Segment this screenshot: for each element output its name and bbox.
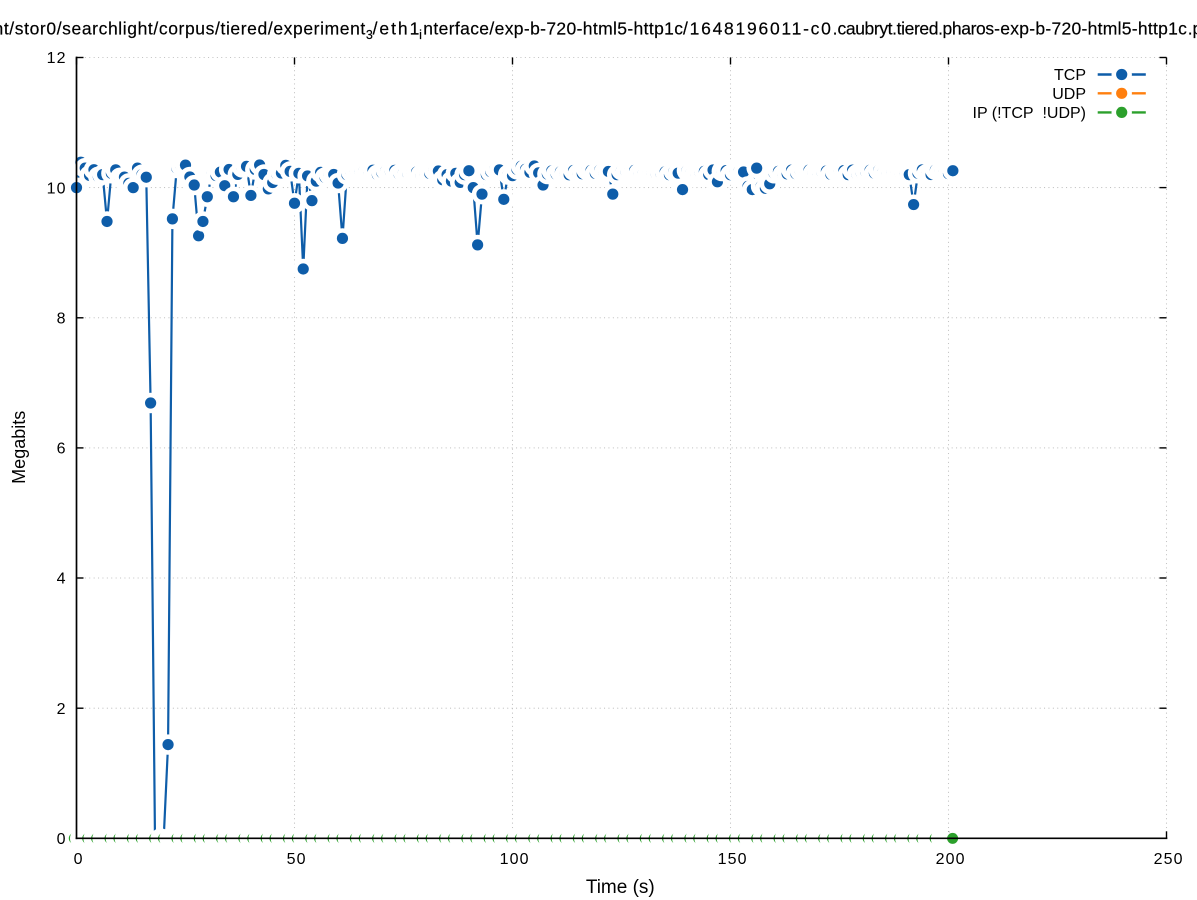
svg-text:250: 250 (1154, 851, 1184, 868)
svg-text:8: 8 (57, 311, 67, 328)
svg-text:caubryt.tiered.pharos: caubryt.tiered.pharos (838, 19, 995, 39)
svg-text:100: 100 (500, 851, 530, 868)
svg-text:200: 200 (936, 851, 966, 868)
svg-text:i: i (419, 28, 422, 42)
svg-text:6: 6 (57, 441, 67, 458)
svg-text:2: 2 (57, 701, 67, 718)
svg-text:UDP: UDP (1052, 86, 1086, 103)
svg-text:/eth1: /eth1 (373, 19, 420, 39)
svg-text:.pcap: .pcap (1188, 19, 1197, 39)
svg-text:150: 150 (718, 851, 748, 868)
svg-text:10: 10 (47, 180, 67, 197)
svg-text:4: 4 (57, 571, 67, 588)
svg-text:12: 12 (47, 50, 67, 67)
svg-text:-exp-b-720-html5-http1c: -exp-b-720-html5-http1c (994, 19, 1187, 39)
svg-text:0: 0 (57, 831, 67, 848)
svg-text:Time (s): Time (s) (586, 877, 655, 898)
svg-text:50: 50 (287, 851, 307, 868)
svg-text:IP (!TCP !UDP): IP (!TCP !UDP) (973, 105, 1087, 122)
svg-text:3: 3 (366, 28, 373, 42)
svg-text:Megabits: Megabits (9, 411, 29, 484)
svg-text:/1648196011-c0.: /1648196011-c0. (683, 19, 838, 39)
svg-text:TCP: TCP (1054, 67, 1086, 84)
svg-text:nt/stor0/searchlight/corpus/ti: nt/stor0/searchlight/corpus/tiered/exper… (0, 19, 365, 39)
svg-text:0: 0 (74, 851, 84, 868)
svg-text:nterface/exp-b-720-html5-http1: nterface/exp-b-720-html5-http1c (423, 19, 683, 39)
